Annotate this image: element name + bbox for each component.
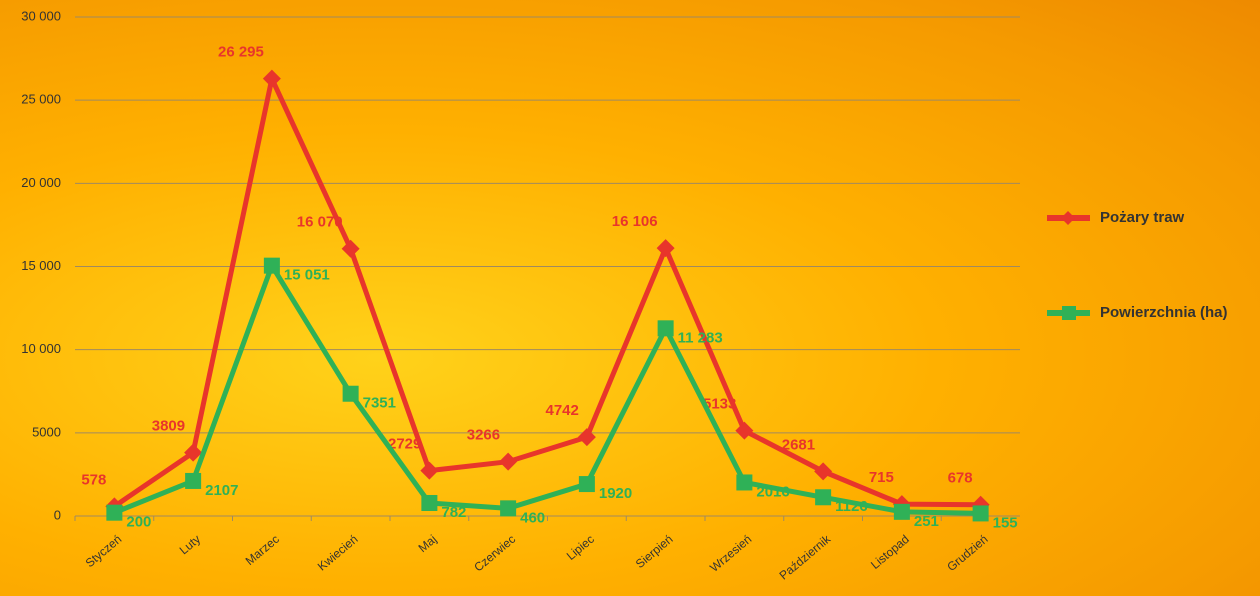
marker: [499, 453, 517, 471]
data-label: 11 283: [678, 329, 723, 346]
x-tick-label: Styczeń: [83, 532, 125, 570]
legend-label: Pożary traw: [1100, 209, 1185, 226]
x-tick-label: Grudzień: [944, 532, 990, 574]
marker: [578, 428, 596, 446]
data-label: 4742: [546, 402, 579, 419]
y-tick-label: 5000: [32, 424, 61, 439]
legend-marker: [1062, 306, 1076, 320]
data-label: 3266: [467, 427, 500, 444]
data-label: 715: [869, 469, 894, 486]
marker: [343, 386, 359, 402]
data-label: 26 295: [218, 44, 264, 61]
marker: [500, 500, 516, 516]
marker: [894, 504, 910, 520]
data-label: 2107: [205, 482, 238, 499]
x-tick-label: Lipiec: [564, 532, 597, 563]
x-tick-label: Luty: [177, 532, 203, 557]
x-tick-label: Październik: [777, 531, 834, 582]
x-tick-label: Marzec: [243, 532, 282, 568]
x-tick-label: Wrzesień: [707, 532, 754, 575]
y-tick-label: 10 000: [21, 341, 61, 356]
marker: [814, 462, 832, 480]
marker: [973, 505, 989, 521]
data-label: 578: [81, 471, 106, 488]
data-label: 16 106: [612, 213, 658, 230]
x-tick-label: Maj: [416, 532, 440, 555]
marker: [658, 320, 674, 336]
data-label: 200: [126, 514, 151, 531]
data-label: 678: [948, 470, 973, 487]
marker: [420, 462, 438, 480]
marker: [579, 476, 595, 492]
page: 0 5000 10 000 15 000 20 000 25 000 30 000 Stycz…: [0, 0, 1260, 596]
marker: [421, 495, 437, 511]
data-label: 7351: [363, 395, 396, 412]
data-label: 15 051: [284, 267, 330, 284]
x-tick-label: Sierpień: [633, 532, 676, 571]
data-label: 1920: [599, 485, 632, 502]
series-line: [114, 266, 980, 514]
data-label: 3809: [152, 418, 185, 435]
data-label: 782: [441, 504, 466, 521]
data-label: 16 070: [297, 214, 343, 231]
marker: [657, 239, 675, 257]
y-tick-label: 25 000: [21, 92, 61, 107]
marker: [815, 489, 831, 505]
marker: [264, 258, 280, 274]
legend-marker: [1061, 211, 1075, 225]
data-label: 460: [520, 509, 545, 526]
x-tick-label: Listopad: [868, 532, 912, 572]
legend-label: Powierzchnia (ha): [1100, 304, 1228, 321]
data-label: 251: [914, 513, 939, 530]
chart: 0 5000 10 000 15 000 20 000 25 000 30 000 Stycz…: [0, 0, 1260, 596]
marker: [735, 422, 753, 440]
x-tick-label: Czerwiec: [471, 532, 518, 574]
y-tick-label: 20 000: [21, 175, 61, 190]
series-line: [114, 79, 980, 507]
y-tick-label: 15 000: [21, 258, 61, 273]
data-label: 2016: [756, 483, 789, 500]
data-label: 155: [993, 514, 1018, 531]
marker: [342, 240, 360, 258]
data-label: 2681: [782, 436, 815, 453]
marker: [736, 474, 752, 490]
y-tick-label: 0: [54, 507, 61, 522]
y-tick-label: 30 000: [21, 8, 61, 23]
marker: [185, 473, 201, 489]
x-tick-label: Kwiecień: [315, 532, 361, 574]
marker: [263, 70, 281, 88]
data-label: 1126: [835, 498, 868, 515]
marker: [106, 505, 122, 521]
